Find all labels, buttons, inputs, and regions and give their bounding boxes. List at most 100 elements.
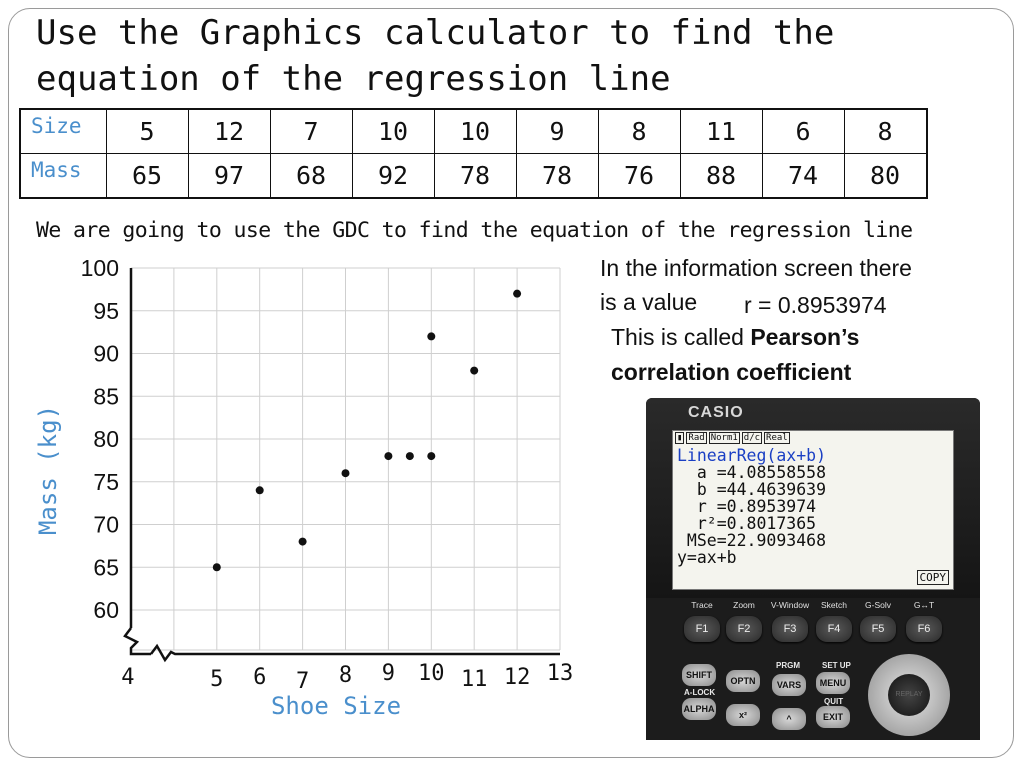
info-line-4: correlation coefficient (611, 359, 851, 386)
f3-key[interactable]: F3 (772, 616, 808, 642)
prgm-label: PRGM (776, 661, 800, 670)
function-labels: Trace Zoom V-Window Sketch G-Solv G↔T (646, 598, 980, 612)
x-tick-label: 13 (547, 661, 574, 686)
f5-key[interactable]: F5 (860, 616, 896, 642)
alock-label: A-LOCK (684, 688, 716, 697)
y-tick-label: 65 (93, 554, 119, 580)
screen-status-bar: ▮ Rad Norm1 d/c Real (675, 432, 792, 444)
screen-line-mse: MSe=22.9093468 (677, 531, 827, 550)
row-header-size: Size (19, 108, 107, 154)
row-header-mass: Mass (19, 153, 107, 199)
calculator-brand: CASIO (688, 404, 744, 421)
axis-break-zigzag (123, 627, 151, 656)
x-tick-label: 11 (461, 667, 488, 692)
r-value-text: r = 0.8953974 (744, 292, 887, 318)
mass-cell: 78 (433, 153, 517, 199)
mass-cell: 76 (597, 153, 681, 199)
x-tick-label: 9 (382, 661, 395, 686)
screen-line-r: r =0.8953974 (677, 497, 817, 516)
table-row-mass: Mass 65 97 68 92 78 78 76 88 74 80 (19, 153, 927, 199)
x-tick-label: 6 (253, 665, 266, 690)
y-tick-label: 95 (93, 298, 119, 324)
size-cell: 6 (761, 108, 845, 154)
data-point (341, 469, 350, 478)
fn-label-zoom: Zoom (733, 600, 755, 610)
status-angle: Rad (686, 432, 707, 444)
x-tick-label: 8 (339, 663, 352, 688)
mass-cell: 68 (269, 153, 353, 199)
size-cell: 8 (597, 108, 681, 154)
mass-cell: 88 (679, 153, 763, 199)
menu-key[interactable]: MENU (816, 672, 850, 694)
data-point (470, 366, 479, 375)
slide-title: Use the Graphics calculator to find the … (36, 13, 835, 99)
info-line-1: In the information screen there (600, 255, 912, 281)
fn-label-gsolv: G-Solv (865, 600, 891, 610)
slide-frame (8, 8, 1014, 758)
y-axis-label: Mass (kg) (34, 405, 62, 535)
fn-label-sketch: Sketch (821, 600, 847, 610)
x-tick-label: 10 (418, 661, 445, 686)
mass-cell: 74 (761, 153, 845, 199)
data-point (405, 452, 414, 461)
x-tick-label: 7 (296, 669, 309, 694)
y-tick-label: 80 (93, 426, 119, 452)
quit-label: QUIT (824, 697, 844, 706)
x-tick-label: 5 (210, 667, 223, 692)
data-point (384, 452, 393, 461)
scatter-chart: 60 65 70 75 80 85 90 95 100 4 5 6 7 8 9 10 11 12 13 Shoe Si… (34, 255, 574, 720)
size-cell: 11 (679, 108, 763, 154)
vars-key[interactable]: VARS (772, 674, 806, 696)
replay-dpad[interactable]: REPLAY (868, 654, 950, 736)
status-fraction: d/c (741, 432, 763, 444)
casio-calculator: CASIO ▮ Rad Norm1 d/c Real LinearReg(ax+b) a… (646, 398, 980, 740)
data-table: Size 5 12 7 10 10 9 8 11 6 8 Mass 65 97 … (19, 108, 928, 199)
screen-line-a: a =4.08558558 (677, 463, 827, 482)
mass-cell: 92 (351, 153, 435, 199)
y-tick-label: 70 (93, 512, 119, 538)
f1-key[interactable]: F1 (684, 616, 720, 642)
y-tick-label: 85 (93, 383, 119, 409)
replay-center: REPLAY (888, 674, 930, 716)
correlation-bold: correlation coefficient (611, 359, 852, 385)
y-tick-label: 90 (93, 341, 119, 367)
alpha-key[interactable]: ALPHA (682, 698, 716, 720)
x-axis (150, 643, 560, 663)
status-mode: Real (764, 432, 790, 444)
shift-key[interactable]: SHIFT (682, 664, 716, 686)
data-point (427, 332, 436, 341)
y-tick-label: 100 (81, 255, 119, 281)
x-axis-label: Shoe Size (271, 692, 401, 720)
screen-line-r2: r²=0.8017365 (677, 514, 817, 533)
data-point (255, 486, 264, 495)
mass-cell: 65 (105, 153, 189, 199)
mass-cell: 80 (843, 153, 927, 199)
optn-key[interactable]: OPTN (726, 670, 760, 692)
size-cell: 8 (843, 108, 927, 154)
setup-label: SET UP (822, 661, 851, 670)
fn-label-gt: G↔T (913, 600, 935, 610)
x-tick-label: 4 (121, 665, 134, 690)
power-key[interactable]: ^ (772, 708, 806, 730)
data-point (298, 537, 307, 546)
copy-softkey[interactable]: COPY (916, 570, 949, 585)
y-tick-label: 60 (93, 597, 119, 623)
data-point (212, 563, 221, 572)
f2-key[interactable]: F2 (726, 616, 762, 642)
fn-label-trace: Trace (691, 600, 713, 610)
status-display: Norm1 (708, 432, 740, 444)
size-cell: 10 (433, 108, 517, 154)
pearson-bold: Pearson’s (750, 324, 860, 350)
size-cell: 10 (351, 108, 435, 154)
square-key[interactable]: x² (726, 704, 760, 726)
exit-key[interactable]: EXIT (816, 706, 850, 728)
info-line-2: is a value (600, 289, 698, 315)
f4-key[interactable]: F4 (816, 616, 852, 642)
f6-key[interactable]: F6 (906, 616, 942, 642)
battery-icon: ▮ (675, 432, 685, 444)
data-point (513, 289, 522, 298)
instruction-text: We are going to use the GDC to find the … (36, 218, 913, 243)
mass-cell: 97 (187, 153, 271, 199)
calculator-screen: ▮ Rad Norm1 d/c Real LinearReg(ax+b) a =4.08… (672, 430, 954, 590)
screen-line-formula: y=ax+b (677, 548, 737, 567)
